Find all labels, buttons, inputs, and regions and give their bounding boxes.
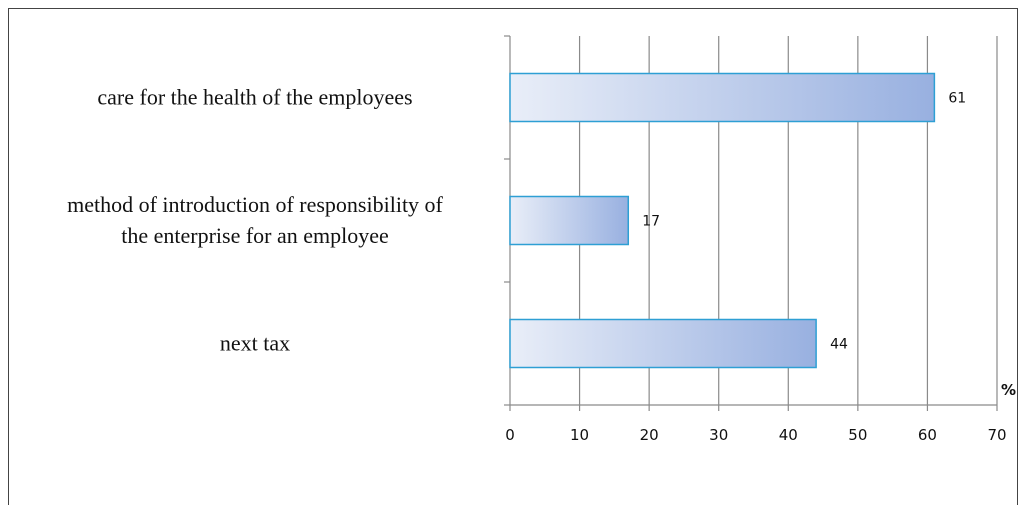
x-axis-unit-label: % bbox=[1001, 381, 1016, 399]
data-label-2: 44 bbox=[830, 337, 848, 353]
x-tick-label-10: 10 bbox=[570, 426, 589, 444]
labels: 0 10 20 30 40 50 60 70 61 care for the health of … bbox=[67, 85, 1006, 445]
bar-1 bbox=[509, 195, 630, 246]
x-tick-label-30: 30 bbox=[709, 426, 728, 444]
category-label-line: next tax bbox=[220, 331, 290, 356]
x-tick-label-0: 0 bbox=[505, 426, 515, 444]
category-label-0: care for the health of the employees bbox=[97, 85, 412, 110]
category-label-2: next tax bbox=[220, 331, 290, 356]
bar-0 bbox=[509, 72, 936, 123]
category-label-1: method of introduction of responsibility… bbox=[67, 192, 443, 248]
category-label-line: the enterprise for an employee bbox=[121, 223, 389, 248]
bars bbox=[509, 72, 936, 369]
category-label-line: care for the health of the employees bbox=[97, 85, 412, 110]
x-tick-label-50: 50 bbox=[848, 426, 867, 444]
x-tick-label-60: 60 bbox=[918, 426, 937, 444]
data-label-0: 61 bbox=[948, 91, 966, 107]
category-label-line: method of introduction of responsibility… bbox=[67, 192, 443, 217]
x-tick-label-70: 70 bbox=[987, 426, 1006, 444]
data-label-1: 17 bbox=[642, 214, 660, 230]
x-tick-label-40: 40 bbox=[779, 426, 798, 444]
x-tick-label-20: 20 bbox=[640, 426, 659, 444]
bar-2 bbox=[509, 318, 817, 369]
